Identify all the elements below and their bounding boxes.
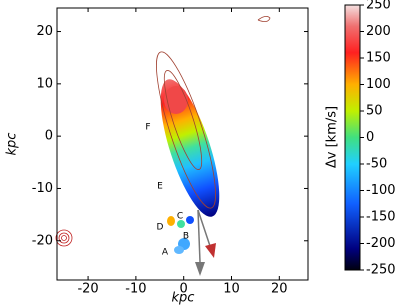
- clump: [186, 216, 194, 224]
- colorbar-tick-label: 200: [366, 24, 391, 39]
- colorbar-tick-label: -250: [366, 263, 396, 278]
- colorbar: [344, 4, 361, 271]
- y-tick-label: 0: [45, 129, 53, 144]
- y-tick-label: 20: [36, 24, 53, 39]
- x-tick-label: 0: [180, 282, 188, 297]
- annotation: C: [177, 212, 183, 222]
- colorbar-tick-label: 100: [366, 77, 391, 92]
- annotation: D: [157, 223, 164, 233]
- x-axis-label: kpc: [172, 291, 195, 306]
- colorbar-tick-label: -100: [366, 183, 396, 198]
- y-tick-label: -10: [32, 181, 53, 196]
- x-tick-label: -20: [77, 282, 98, 297]
- colorbar-tick-label: -200: [366, 236, 396, 251]
- annotation: A: [162, 248, 169, 258]
- y-axis-label: kpc: [5, 133, 20, 156]
- contours: [55, 16, 271, 247]
- colorbar-tick-label: 0: [366, 130, 374, 145]
- clump: [177, 220, 185, 228]
- annotation: B: [183, 232, 189, 242]
- arrows: [195, 209, 216, 276]
- x-tick-label: -10: [125, 282, 146, 297]
- x-tick-label: 10: [223, 282, 240, 297]
- galaxy-core: [164, 86, 188, 114]
- x-tick-label: 20: [271, 282, 288, 297]
- annotation: F: [145, 123, 150, 133]
- colorbar-tick-label: 250: [366, 0, 391, 13]
- annotation: E: [157, 182, 163, 192]
- galaxy-field: [160, 79, 220, 217]
- y-tick-label: -20: [32, 233, 53, 248]
- colorbar-tick-label: -150: [366, 210, 396, 225]
- plot-frame: [56, 7, 309, 281]
- velocity-map: [55, 16, 271, 276]
- y-tick-label: 10: [36, 76, 53, 91]
- colorbar-tick-label: 150: [366, 51, 391, 66]
- clump: [174, 246, 184, 254]
- colorbar-tick-label: 50: [366, 104, 383, 119]
- clump: [167, 216, 175, 226]
- colorbar-label: Δv [km/s]: [325, 106, 340, 168]
- colorbar-tick-label: -50: [366, 157, 387, 172]
